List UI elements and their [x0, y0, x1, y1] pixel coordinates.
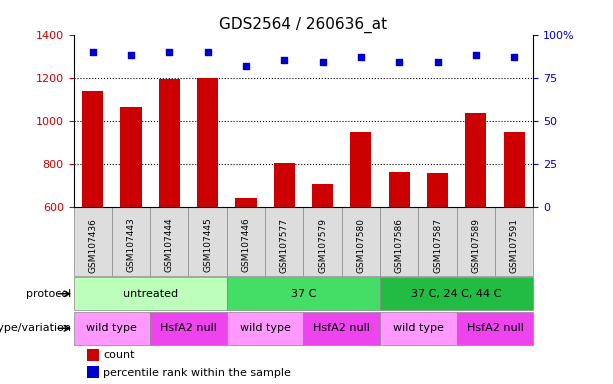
Text: untreated: untreated	[123, 289, 178, 299]
Text: GSM107443: GSM107443	[126, 218, 135, 273]
FancyBboxPatch shape	[227, 207, 265, 276]
Bar	[465, 113, 486, 207]
Text: GSM107587: GSM107587	[433, 218, 442, 273]
FancyBboxPatch shape	[303, 312, 380, 345]
Bar	[88, 349, 99, 361]
FancyBboxPatch shape	[150, 207, 189, 276]
Text: wild type: wild type	[86, 323, 137, 333]
Bar	[159, 79, 180, 207]
Bar	[504, 132, 525, 207]
Text: wild type: wild type	[393, 323, 444, 333]
Bar	[351, 132, 371, 207]
Text: GSM107445: GSM107445	[203, 218, 212, 273]
Text: HsfA2 null: HsfA2 null	[313, 323, 370, 333]
Text: GSM107580: GSM107580	[356, 218, 365, 273]
Point	[356, 54, 366, 60]
Text: protocol: protocol	[26, 289, 71, 299]
Point	[241, 63, 251, 69]
Text: 37 C, 24 C, 44 C: 37 C, 24 C, 44 C	[411, 289, 502, 299]
Point	[471, 52, 481, 58]
FancyBboxPatch shape	[457, 207, 495, 276]
Text: HsfA2 null: HsfA2 null	[466, 323, 524, 333]
Text: genotype/variation: genotype/variation	[0, 323, 71, 333]
FancyBboxPatch shape	[380, 207, 418, 276]
Text: GSM107577: GSM107577	[280, 218, 289, 273]
FancyBboxPatch shape	[380, 312, 457, 345]
Text: GSM107444: GSM107444	[165, 218, 174, 272]
Point	[88, 49, 97, 55]
Point	[280, 58, 289, 64]
Text: GSM107589: GSM107589	[471, 218, 481, 273]
Text: percentile rank within the sample: percentile rank within the sample	[104, 367, 291, 377]
FancyBboxPatch shape	[74, 207, 112, 276]
FancyBboxPatch shape	[265, 207, 303, 276]
Text: GSM107436: GSM107436	[88, 218, 97, 273]
Point	[203, 49, 213, 55]
Point	[433, 59, 443, 65]
FancyBboxPatch shape	[303, 207, 341, 276]
Text: GSM107586: GSM107586	[395, 218, 404, 273]
Text: GSM107591: GSM107591	[509, 218, 519, 273]
FancyBboxPatch shape	[341, 207, 380, 276]
FancyBboxPatch shape	[74, 312, 150, 345]
Bar	[82, 91, 103, 207]
Bar	[235, 198, 256, 207]
Point	[318, 59, 327, 65]
FancyBboxPatch shape	[112, 207, 150, 276]
FancyBboxPatch shape	[227, 312, 303, 345]
FancyBboxPatch shape	[150, 312, 227, 345]
Text: GSM107446: GSM107446	[242, 218, 251, 273]
Text: HsfA2 null: HsfA2 null	[160, 323, 217, 333]
FancyBboxPatch shape	[74, 277, 227, 310]
FancyBboxPatch shape	[189, 207, 227, 276]
Bar	[88, 366, 99, 378]
Bar	[312, 184, 333, 207]
Bar	[389, 172, 409, 207]
Point	[126, 52, 136, 58]
FancyBboxPatch shape	[495, 207, 533, 276]
FancyBboxPatch shape	[227, 277, 380, 310]
Bar	[274, 163, 295, 207]
Bar	[121, 107, 142, 207]
FancyBboxPatch shape	[457, 312, 533, 345]
Bar	[197, 78, 218, 207]
Title: GDS2564 / 260636_at: GDS2564 / 260636_at	[219, 17, 387, 33]
FancyBboxPatch shape	[380, 277, 533, 310]
Text: wild type: wild type	[240, 323, 291, 333]
Text: GSM107579: GSM107579	[318, 218, 327, 273]
Text: 37 C: 37 C	[291, 289, 316, 299]
Point	[394, 59, 404, 65]
Bar	[427, 173, 448, 207]
FancyBboxPatch shape	[418, 207, 457, 276]
Text: count: count	[104, 350, 135, 360]
Point	[509, 54, 519, 60]
Point	[164, 49, 174, 55]
